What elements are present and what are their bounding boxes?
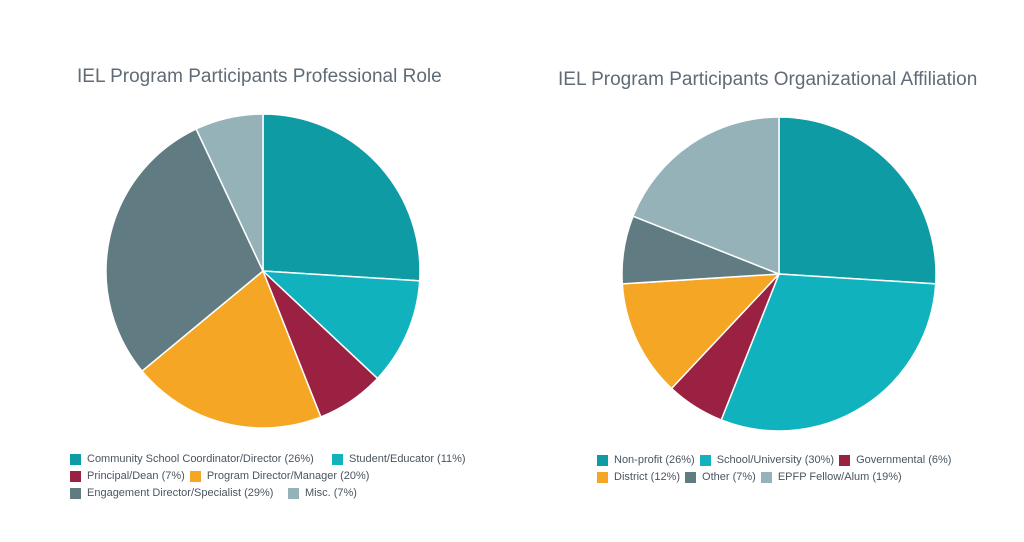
legend-label: Engagement Director/Specialist (29%) — [87, 487, 274, 499]
legend-swatch — [699, 455, 711, 466]
pie-slice-1-6 — [195, 113, 264, 272]
legend-label: Non-profit (26%) — [614, 454, 695, 466]
legend-label: Other (7%) — [702, 471, 756, 483]
legend-label: Student/Educator (11%) — [349, 453, 466, 465]
legend-organizational-affiliation: Non-profit (26%) School/University (30%)… — [597, 452, 956, 486]
legend-item-program-director: Program Director/Manager (20%) — [189, 468, 370, 485]
legend-label: School/University (30%) — [716, 454, 835, 466]
legend-swatch — [70, 454, 81, 465]
legend-item-other: Other (7%) — [685, 469, 756, 486]
pie-slice-1-1 — [262, 113, 421, 282]
legend-item-non-profit: Non-profit (26%) — [597, 452, 695, 469]
legend-item-engagement-director: Engagement Director/Specialist (29%) — [70, 485, 283, 502]
legend-swatch — [288, 488, 299, 499]
legend-swatch — [760, 472, 772, 483]
chart-title-professional-role: IEL Program Participants Professional Ro… — [77, 66, 442, 87]
legend-label: Misc. (7%) — [305, 487, 357, 499]
legend-professional-role: Community School Coordinator/Director (2… — [70, 451, 471, 502]
legend-swatch — [189, 471, 201, 482]
legend-label: Governmental (6%) — [856, 454, 952, 466]
pie-slice-1-2 — [260, 270, 421, 380]
legend-item-misc: Misc. (7%) — [288, 485, 357, 502]
pie-slice-1-5 — [105, 127, 264, 373]
legend-label: Community School Coordinator/Director (2… — [87, 453, 314, 465]
legend-item-student-educator: Student/Educator (11%) — [332, 451, 466, 468]
legend-swatch — [70, 471, 81, 482]
legend-swatch — [332, 454, 343, 465]
chart-title-organizational-affiliation: IEL Program Participants Organizational … — [558, 69, 978, 90]
legend-swatch — [839, 455, 851, 466]
legend-item-district: District (12%) — [597, 469, 680, 486]
legend-label: EPFP Fellow/Alum (19%) — [777, 471, 902, 483]
legend-item-school-university: School/University (30%) — [699, 452, 835, 469]
legend-swatch — [685, 472, 697, 483]
legend-label: Program Director/Manager (20%) — [206, 470, 370, 482]
legend-item-principal-dean: Principal/Dean (7%) — [70, 468, 185, 485]
legend-swatch — [597, 455, 608, 466]
legend-label: Principal/Dean (7%) — [87, 470, 185, 482]
legend-item-community-school-coordinator: Community School Coordinator/Director (2… — [70, 451, 327, 468]
legend-swatch — [70, 488, 81, 499]
legend-item-governmental: Governmental (6%) — [839, 452, 951, 469]
legend-item-epfp-fellow: EPFP Fellow/Alum (19%) — [760, 469, 902, 486]
legend-swatch — [597, 472, 608, 483]
legend-label: District (12%) — [614, 471, 681, 483]
pie-slice-1-4 — [140, 269, 322, 429]
